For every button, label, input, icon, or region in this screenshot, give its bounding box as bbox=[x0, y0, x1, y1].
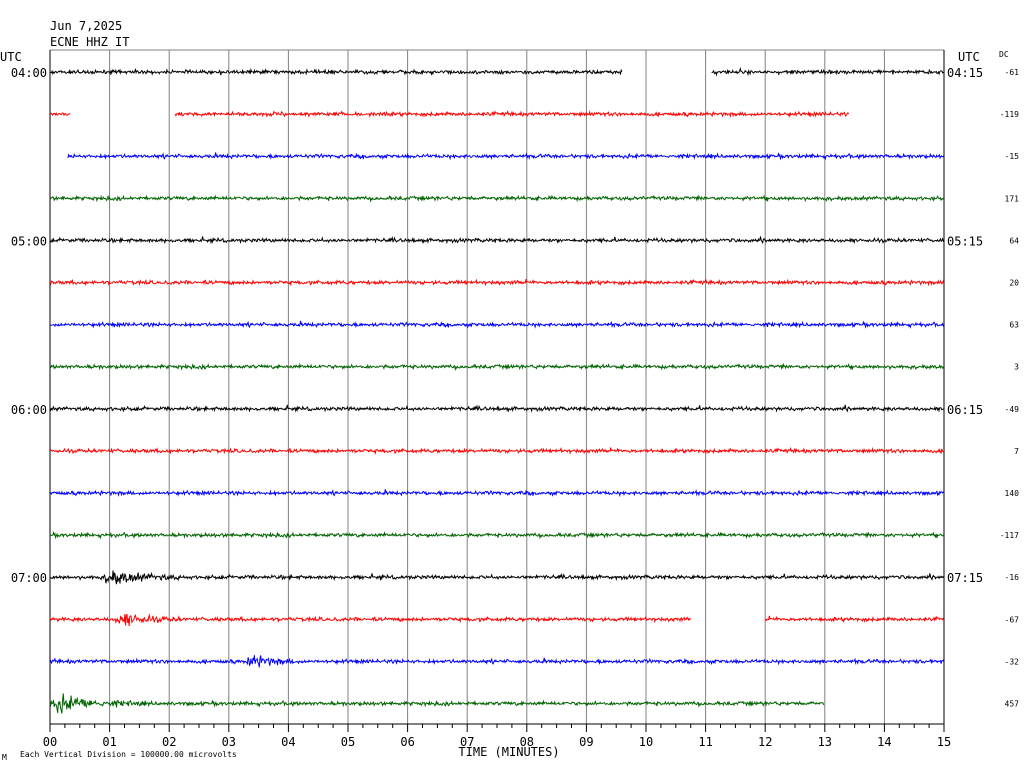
x-tick-label-01: 01 bbox=[102, 735, 116, 749]
dc-offset-label: -16 bbox=[1005, 573, 1020, 582]
dc-offset-label: 457 bbox=[1005, 700, 1020, 709]
right-time-label: 04:15 bbox=[947, 66, 983, 80]
trace-row-1 bbox=[49, 110, 850, 119]
dc-offset-label: -49 bbox=[1005, 405, 1020, 414]
trace-row-9 bbox=[49, 446, 945, 455]
dc-offset-label: -117 bbox=[1000, 531, 1019, 540]
trace-row-4 bbox=[49, 236, 945, 245]
trace-row-11-segment-0 bbox=[49, 531, 945, 540]
x-axis-title: TIME (MINUTES) bbox=[458, 745, 559, 759]
trace-row-1-segment-1 bbox=[174, 110, 850, 119]
trace-row-12 bbox=[49, 570, 945, 585]
right-time-label: 06:15 bbox=[947, 403, 983, 417]
trace-row-1-segment-0 bbox=[49, 112, 71, 117]
trace-row-14 bbox=[49, 655, 945, 668]
trace-row-8 bbox=[49, 404, 945, 413]
corner-mark: M bbox=[2, 753, 7, 762]
trace-row-15-segment-0 bbox=[49, 693, 825, 714]
x-tick-label-02: 02 bbox=[162, 735, 176, 749]
trace-row-4-segment-0 bbox=[49, 236, 945, 245]
dc-offset-label: -119 bbox=[1000, 110, 1019, 119]
trace-row-12-segment-0 bbox=[49, 570, 945, 585]
dc-offset-label: -61 bbox=[1005, 68, 1020, 77]
trace-row-9-segment-0 bbox=[49, 446, 945, 455]
x-tick-label-09: 09 bbox=[579, 735, 593, 749]
left-timezone-label: UTC bbox=[0, 50, 22, 64]
trace-row-0 bbox=[49, 66, 945, 77]
trace-row-15 bbox=[49, 693, 825, 714]
record-date: Jun 7,2025 bbox=[50, 19, 122, 33]
trace-row-5-segment-0 bbox=[49, 278, 945, 287]
left-time-label: 05:00 bbox=[11, 234, 47, 248]
trace-row-13-segment-0 bbox=[49, 613, 691, 627]
dc-column-header: DC bbox=[999, 50, 1009, 59]
trace-row-7 bbox=[49, 362, 945, 372]
trace-row-2 bbox=[67, 152, 944, 161]
trace-row-10 bbox=[49, 489, 945, 498]
dc-offset-label: -67 bbox=[1005, 615, 1020, 624]
x-tick-label-05: 05 bbox=[341, 735, 355, 749]
x-tick-label-03: 03 bbox=[222, 735, 236, 749]
grid-lines bbox=[49, 49, 945, 724]
left-time-label: 07:00 bbox=[11, 571, 47, 585]
trace-row-11 bbox=[49, 531, 945, 540]
x-tick-label-08: 08 bbox=[520, 735, 534, 749]
trace-row-5 bbox=[49, 278, 945, 287]
trace-row-6 bbox=[49, 320, 945, 329]
trace-row-2-segment-0 bbox=[67, 152, 944, 161]
trace-row-13 bbox=[49, 613, 945, 627]
row-labels: 04:00 05:00 06:00 07:00 04:15 05:15 06:15 07:15… bbox=[11, 66, 1019, 709]
trace-row-6-segment-0 bbox=[49, 320, 945, 329]
trace-row-14-segment-0 bbox=[49, 655, 945, 668]
right-time-label: 05:15 bbox=[947, 234, 983, 248]
left-time-label: 06:00 bbox=[11, 403, 47, 417]
seismic-traces bbox=[49, 66, 945, 714]
x-tick-label-14: 14 bbox=[877, 735, 891, 749]
dc-offset-label: 140 bbox=[1005, 489, 1020, 498]
dc-offset-label: -15 bbox=[1005, 152, 1020, 161]
vertical-scale-note: Each Vertical Division = 100000.00 micro… bbox=[20, 750, 237, 759]
dc-offset-label: 64 bbox=[1009, 236, 1019, 245]
dc-offset-label: -32 bbox=[1005, 657, 1020, 666]
x-tick-label-15: 15 bbox=[937, 735, 951, 749]
left-time-label: 04:00 bbox=[11, 66, 47, 80]
dc-offset-label: 63 bbox=[1009, 321, 1019, 330]
trace-row-13-segment-1 bbox=[764, 615, 945, 623]
right-time-label: 07:15 bbox=[947, 571, 983, 585]
trace-row-3 bbox=[49, 194, 945, 203]
x-tick-label-10: 10 bbox=[639, 735, 653, 749]
trace-row-7-segment-0 bbox=[49, 362, 945, 372]
dc-offset-label: 20 bbox=[1009, 279, 1019, 288]
trace-row-8-segment-0 bbox=[49, 404, 945, 413]
right-timezone-label: UTC bbox=[958, 50, 980, 64]
x-tick-label-13: 13 bbox=[818, 735, 832, 749]
dc-offset-label: 3 bbox=[1014, 363, 1019, 372]
trace-row-3-segment-0 bbox=[49, 194, 945, 203]
dc-offset-label: 7 bbox=[1014, 447, 1019, 456]
x-tick-label-00: 00 bbox=[43, 735, 57, 749]
x-tick-label-04: 04 bbox=[281, 735, 295, 749]
x-axis: 00 01 02 03 04 05 06 07 08 09 10 11 12 13 14 15 bbox=[43, 723, 951, 749]
dc-offset-label: 171 bbox=[1005, 194, 1020, 203]
x-tick-label-11: 11 bbox=[698, 735, 712, 749]
x-tick-label-12: 12 bbox=[758, 735, 772, 749]
trace-row-10-segment-0 bbox=[49, 489, 945, 498]
trace-row-0-segment-1 bbox=[711, 66, 945, 77]
station-code: ECNE HHZ IT bbox=[50, 35, 129, 49]
x-tick-label-07: 07 bbox=[460, 735, 474, 749]
x-tick-label-06: 06 bbox=[400, 735, 414, 749]
trace-row-0-segment-0 bbox=[49, 67, 623, 76]
